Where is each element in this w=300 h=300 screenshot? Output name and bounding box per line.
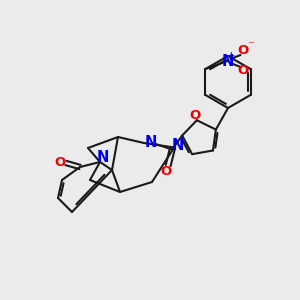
Text: O: O — [160, 165, 172, 178]
Text: N: N — [221, 53, 234, 68]
Text: O: O — [238, 44, 249, 58]
Text: ⁻: ⁻ — [247, 40, 254, 52]
Text: O: O — [54, 157, 66, 169]
Text: O: O — [238, 64, 249, 77]
Text: +: + — [227, 51, 236, 61]
Text: N: N — [97, 151, 109, 166]
Text: O: O — [189, 109, 200, 122]
Text: N: N — [172, 138, 184, 153]
Text: N: N — [145, 135, 158, 150]
